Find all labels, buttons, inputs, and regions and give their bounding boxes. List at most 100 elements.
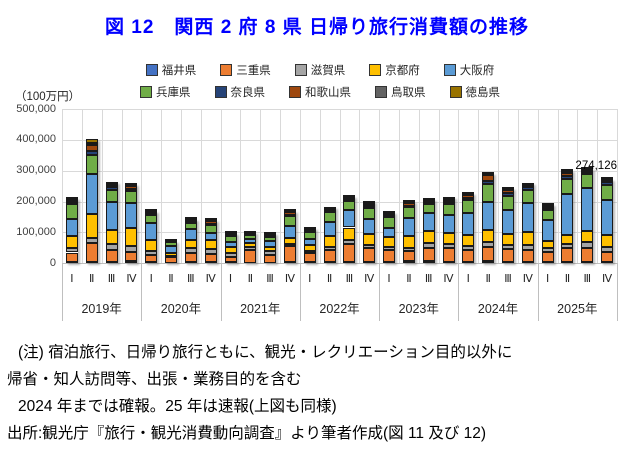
bar-segment-徳島県 (65, 197, 78, 200)
bar-segment-福井県 (581, 261, 594, 264)
bar-segment-和歌山県 (561, 172, 574, 176)
bar-2020-Ⅱ (165, 239, 177, 264)
bar-segment-滋賀県 (85, 238, 98, 244)
bar-segment-滋賀県 (283, 244, 296, 247)
bar-segment-三重県 (422, 248, 435, 261)
bar-2024-Ⅱ (482, 172, 495, 264)
bar-segment-徳島県 (125, 183, 138, 186)
bar-segment-兵庫県 (283, 215, 296, 226)
gridline (180, 109, 182, 264)
bar-segment-三重県 (303, 253, 316, 263)
bar-segment-和歌山県 (85, 145, 98, 151)
bar-2019-Ⅱ (85, 139, 98, 264)
legend-label: 福井県 (161, 65, 197, 77)
quarter-label: Ⅰ (387, 273, 391, 285)
bar-segment-和歌山県 (65, 199, 78, 202)
bar-segment-三重県 (283, 246, 296, 263)
bar-2022-Ⅰ (303, 227, 316, 264)
bar-2020-Ⅳ (204, 218, 217, 264)
gridline (597, 109, 599, 264)
bar-segment-京都府 (442, 232, 455, 244)
bar-segment-大阪府 (204, 232, 217, 241)
year-label: 2020年 (160, 302, 202, 316)
category-separator (379, 263, 381, 322)
bar-segment-大阪府 (363, 219, 376, 234)
bar-segment-奈良県 (482, 180, 495, 184)
bar-segment-和歌山県 (402, 203, 415, 206)
bar-segment-奈良県 (363, 205, 376, 208)
bar-segment-和歌山県 (581, 169, 594, 172)
gridline (379, 109, 381, 264)
year-label: 2024年 (477, 302, 519, 316)
chart-title: 図 12 関西 2 府 8 県 日帰り旅行消費額の推移 (105, 17, 529, 38)
y-tick-label: 200,000 (16, 195, 56, 208)
category-separator (458, 263, 460, 322)
bar-segment-兵庫県 (482, 183, 495, 203)
category-separator (141, 263, 143, 322)
legend-swatch-icon (220, 64, 233, 76)
legend-item-鳥取県: 鳥取県 (375, 84, 426, 100)
bar-segment-福井県 (521, 261, 534, 264)
bar-segment-徳島県 (85, 139, 98, 143)
bar-segment-三重県 (105, 250, 118, 262)
bar-segment-徳島県 (541, 203, 554, 206)
bar-segment-和歌山県 (422, 200, 435, 203)
bar-segment-滋賀県 (462, 245, 475, 251)
year-label: 2021年 (240, 302, 281, 316)
gridline (617, 109, 618, 264)
y-axis-unit-label: （100万円） (15, 91, 81, 103)
bar-segment-京都府 (85, 213, 98, 239)
bar-2025-Ⅰ (541, 203, 554, 264)
bar-segment-三重県 (561, 248, 574, 262)
bar-2022-Ⅱ (323, 206, 336, 264)
gridline (498, 109, 500, 264)
bar-segment-三重県 (521, 250, 534, 262)
bar-2025-Ⅳ (601, 177, 614, 264)
bar-segment-福井県 (125, 260, 138, 264)
bar-segment-大阪府 (502, 209, 514, 235)
bar-segment-京都府 (601, 234, 614, 247)
bar-segment-滋賀県 (224, 252, 237, 257)
bar-segment-京都府 (125, 227, 138, 246)
bar-segment-京都府 (323, 235, 336, 247)
bar-segment-兵庫県 (264, 236, 277, 241)
quarter-label: Ⅰ (466, 273, 470, 285)
bar-2020-Ⅲ (184, 217, 197, 264)
year-label: 2022年 (319, 302, 360, 316)
bar-segment-徳島県 (482, 172, 495, 175)
legend-label: 京都府 (385, 65, 420, 77)
legend-swatch-icon (443, 64, 456, 76)
gridline (101, 109, 103, 264)
bar-segment-和歌山県 (502, 190, 514, 193)
bar-segment-和歌山県 (462, 195, 475, 198)
quarter-label: Ⅰ (545, 273, 550, 285)
bar-segment-滋賀県 (581, 242, 594, 248)
bar-segment-福井県 (502, 261, 514, 264)
bar-segment-三重県 (502, 249, 514, 262)
quarter-label: Ⅳ (205, 273, 216, 285)
bar-segment-滋賀県 (184, 248, 197, 254)
gridline (557, 109, 559, 264)
bar-segment-三重県 (165, 256, 177, 263)
bar-segment-大阪府 (145, 222, 158, 241)
bar-2025-Ⅱ (561, 169, 574, 264)
bar-segment-滋賀県 (303, 250, 316, 254)
legend-item-奈良県: 奈良県 (214, 84, 265, 100)
bar-segment-兵庫県 (462, 200, 475, 214)
legend-label: 三重県 (236, 65, 271, 77)
gridline (240, 109, 242, 264)
bar-segment-和歌山県 (145, 211, 158, 214)
bar-segment-兵庫県 (244, 234, 257, 240)
category-separator (617, 263, 618, 322)
bar-segment-兵庫県 (521, 189, 534, 203)
bar-segment-京都府 (482, 229, 495, 243)
bar-segment-大阪府 (184, 229, 197, 241)
bar-2024-Ⅳ (521, 182, 534, 264)
bar-segment-三重県 (541, 252, 554, 263)
bar-segment-奈良県 (561, 175, 574, 179)
bar-segment-兵庫県 (125, 191, 138, 203)
legend-swatch-icon (369, 64, 382, 76)
quarter-label: Ⅲ (583, 273, 592, 285)
bar-segment-京都府 (402, 236, 415, 248)
bar-segment-和歌山県 (283, 211, 296, 215)
